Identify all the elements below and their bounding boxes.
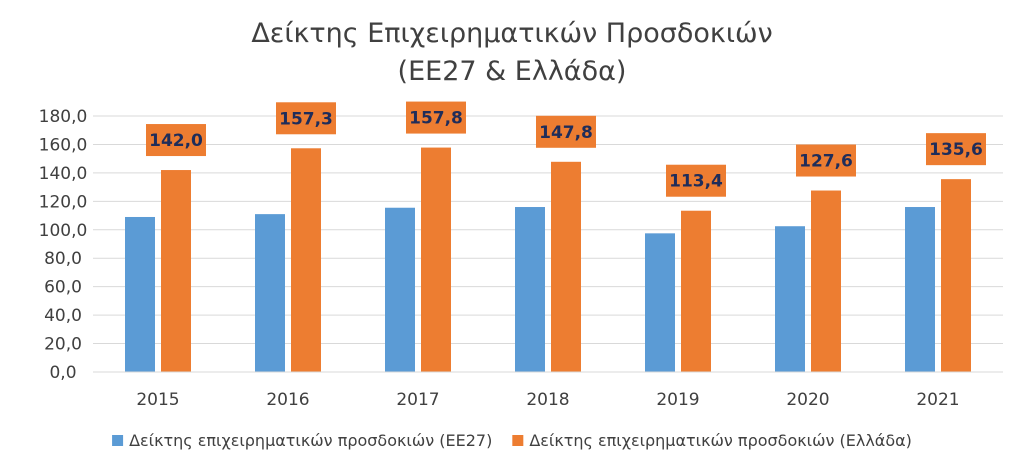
legend-swatch — [512, 435, 524, 446]
axes: 0,0 20,0 40,0 60,0 80,0 100,0 120,0 140,0 160,0 1… — [39, 107, 1003, 410]
data-label: 157,3 — [279, 109, 333, 129]
data-label-box — [796, 144, 856, 177]
y-tick-label: 100,0 — [39, 221, 88, 241]
y-tick-label: 140,0 — [39, 164, 88, 184]
x-tick-label: 2018 — [526, 390, 569, 410]
data-labels: 142,0 157,3 157,8 147,8 113,4 127,6 135,6 — [146, 101, 986, 197]
bar — [255, 214, 285, 372]
data-label: 157,8 — [409, 109, 463, 129]
bar — [775, 226, 805, 372]
x-tick-label: 2020 — [786, 390, 829, 410]
legend-swatch — [112, 435, 124, 446]
bar — [125, 216, 155, 372]
data-label: 113,4 — [669, 172, 723, 192]
data-label-box — [406, 101, 466, 134]
bar — [905, 207, 935, 372]
data-label: 135,6 — [929, 140, 983, 160]
bar — [161, 170, 191, 372]
y-tick-label: 180,0 — [39, 107, 88, 127]
x-tick-label: 2015 — [136, 390, 179, 410]
bar — [681, 210, 711, 372]
data-label-box — [666, 164, 726, 197]
bars — [125, 147, 971, 372]
data-label-box — [276, 102, 336, 135]
data-label-box — [926, 133, 986, 166]
y-tick-label: 120,0 — [39, 192, 88, 212]
legend-item: Δείκτης επιχειρηματικών προσδοκιών (ΕΕ27… — [112, 431, 492, 450]
y-tick-label: 60,0 — [44, 278, 82, 298]
y-tick-label: 0,0 — [49, 363, 76, 383]
bar — [515, 207, 545, 372]
x-tick-label: 2017 — [396, 390, 439, 410]
x-tick-label: 2019 — [656, 390, 699, 410]
y-tick-label: 40,0 — [44, 306, 82, 326]
data-label-box — [536, 115, 596, 148]
gridlines — [93, 115, 1003, 345]
bar — [421, 147, 451, 372]
bar — [645, 233, 675, 372]
x-tick-label: 2021 — [916, 390, 959, 410]
y-tick-label: 160,0 — [39, 135, 88, 155]
legend-item: Δείκτης επιχειρηματικών προσδοκιών (Ελλά… — [512, 431, 912, 450]
data-label: 147,8 — [539, 123, 593, 143]
bar — [551, 161, 581, 372]
y-tick-label: 20,0 — [44, 335, 82, 355]
data-label: 142,0 — [149, 131, 203, 151]
bar — [385, 207, 415, 372]
bar — [291, 148, 321, 372]
bar — [941, 179, 971, 372]
y-tick-label: 80,0 — [44, 249, 82, 269]
legend-label: Δείκτης επιχειρηματικών προσδοκιών (ΕΕ27… — [129, 431, 492, 450]
legend: Δείκτης επιχειρηματικών προσδοκιών (ΕΕ27… — [112, 431, 912, 450]
data-label: 127,6 — [799, 152, 853, 172]
chart-subtitle: (ΕΕ27 & Ελλάδα) — [398, 56, 627, 87]
chart-title: Δείκτης Επιχειρηματικών Προσδοκιών — [251, 18, 772, 49]
data-label-box — [146, 124, 206, 157]
bar — [811, 190, 841, 372]
legend-label: Δείκτης επιχειρηματικών προσδοκιών (Ελλά… — [529, 431, 912, 450]
x-tick-label: 2016 — [266, 390, 309, 410]
